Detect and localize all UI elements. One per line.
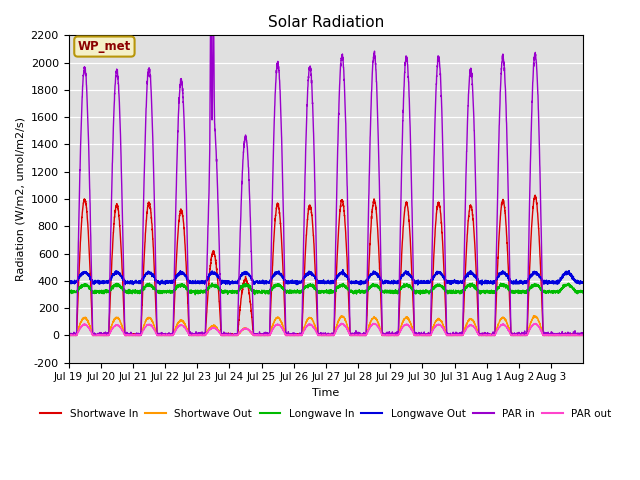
Longwave In xyxy=(65,289,72,295)
Line: Longwave In: Longwave In xyxy=(68,283,583,295)
Shortwave Out xyxy=(531,313,538,319)
Longwave In xyxy=(492,288,500,294)
Shortwave In xyxy=(65,331,72,337)
Longwave In xyxy=(579,290,587,296)
Shortwave In xyxy=(506,295,513,301)
Longwave In xyxy=(172,285,179,291)
Longwave Out xyxy=(506,276,513,281)
Longwave Out xyxy=(492,276,500,282)
Shortwave In xyxy=(467,203,475,208)
Longwave Out xyxy=(372,271,380,276)
Line: PAR in: PAR in xyxy=(68,36,583,336)
PAR out xyxy=(345,330,353,336)
PAR in xyxy=(65,333,72,338)
Line: Longwave Out: Longwave Out xyxy=(68,270,583,285)
PAR out xyxy=(506,329,513,335)
Shortwave Out xyxy=(172,326,179,332)
PAR in xyxy=(345,265,353,271)
Longwave In xyxy=(208,280,216,286)
Y-axis label: Radiation (W/m2, umol/m2/s): Radiation (W/m2, umol/m2/s) xyxy=(15,117,25,281)
Longwave Out xyxy=(467,270,475,276)
X-axis label: Time: Time xyxy=(312,388,340,398)
Line: PAR out: PAR out xyxy=(68,324,583,336)
PAR in xyxy=(579,332,587,338)
PAR out xyxy=(65,333,72,338)
Text: WP_met: WP_met xyxy=(78,40,131,53)
Shortwave Out xyxy=(65,333,72,338)
Shortwave In xyxy=(65,333,72,338)
Shortwave In xyxy=(345,299,353,304)
PAR in xyxy=(492,261,500,267)
Shortwave Out xyxy=(579,332,587,338)
PAR out xyxy=(492,329,500,335)
Line: Shortwave Out: Shortwave Out xyxy=(68,316,583,336)
PAR in xyxy=(506,254,513,260)
Shortwave In xyxy=(531,192,539,198)
PAR out xyxy=(338,321,346,326)
PAR out xyxy=(172,328,179,334)
PAR in xyxy=(467,69,475,75)
Longwave Out xyxy=(339,267,347,273)
Longwave In xyxy=(467,282,475,288)
Shortwave In xyxy=(172,278,179,284)
Longwave In xyxy=(345,288,353,293)
PAR out xyxy=(372,322,380,328)
Title: Solar Radiation: Solar Radiation xyxy=(268,15,384,30)
Longwave In xyxy=(506,288,513,293)
Shortwave Out xyxy=(492,329,500,335)
PAR in xyxy=(172,227,179,232)
Longwave Out xyxy=(414,282,422,288)
Longwave In xyxy=(372,282,380,288)
Shortwave Out xyxy=(372,317,380,323)
Legend: Shortwave In, Shortwave Out, Longwave In, Longwave Out, PAR in, PAR out: Shortwave In, Shortwave Out, Longwave In… xyxy=(36,405,616,423)
PAR out xyxy=(65,333,72,338)
PAR in xyxy=(207,33,214,38)
Shortwave Out xyxy=(506,327,513,333)
Longwave Out xyxy=(345,277,353,283)
PAR in xyxy=(372,79,380,84)
Line: Shortwave In: Shortwave In xyxy=(68,195,583,336)
Longwave Out xyxy=(172,276,179,281)
Longwave In xyxy=(191,292,199,298)
Shortwave In xyxy=(372,210,380,216)
Longwave Out xyxy=(65,278,72,284)
Shortwave In xyxy=(579,333,587,338)
Shortwave Out xyxy=(345,328,353,334)
PAR out xyxy=(579,333,587,338)
Longwave Out xyxy=(579,279,587,285)
Shortwave In xyxy=(492,298,500,303)
PAR out xyxy=(467,322,475,328)
Shortwave Out xyxy=(467,316,475,322)
